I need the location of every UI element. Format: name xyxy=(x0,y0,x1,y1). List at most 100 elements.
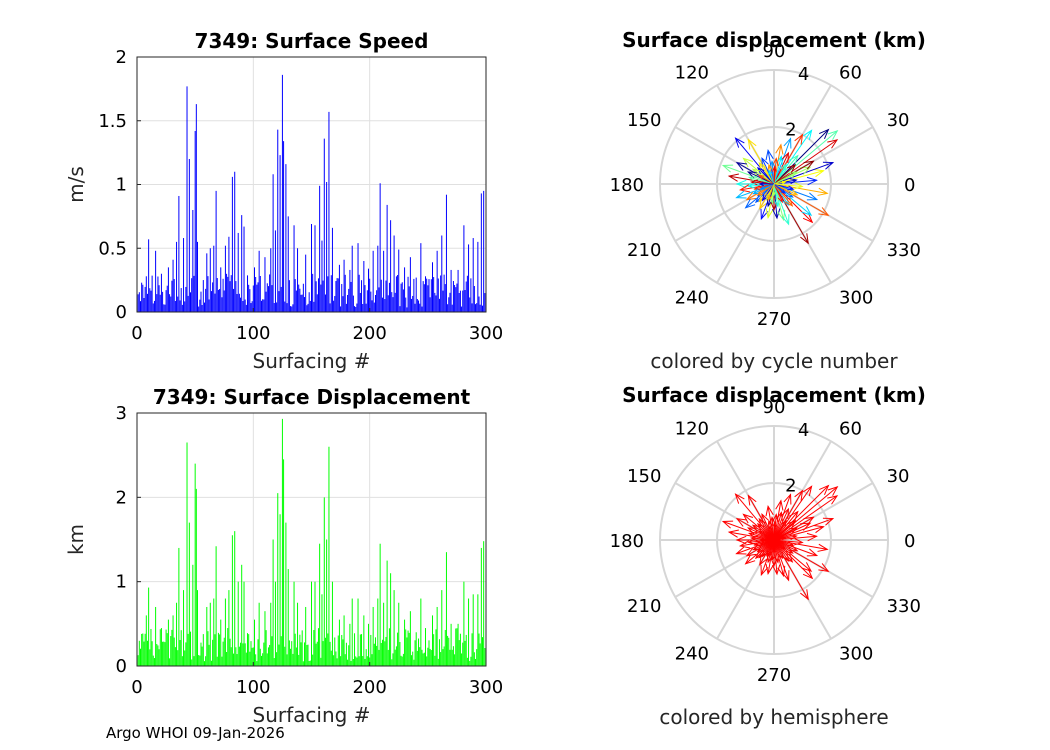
displacement-arrowhead xyxy=(752,544,761,551)
axes-box xyxy=(136,412,487,667)
displacement-arrowhead xyxy=(784,553,794,563)
displacement-arrow xyxy=(745,183,775,209)
displacement-arrowhead xyxy=(751,168,761,176)
displacement-arrowhead xyxy=(787,185,795,191)
displacement-arrowhead xyxy=(759,185,765,190)
angle-label: 300 xyxy=(839,644,873,665)
displacement-arrow xyxy=(773,183,783,203)
displacement-arrow xyxy=(773,511,799,541)
displacement-arrowhead xyxy=(744,554,756,565)
polar-panel-1: 240306090120150180210240270300330Surface… xyxy=(610,28,926,373)
displacement-arrowhead xyxy=(802,568,814,580)
displacement-arrowhead xyxy=(759,541,765,546)
displacement-arrowhead xyxy=(759,556,767,566)
y-tick-label: 0 xyxy=(116,302,127,323)
radius-label: 2 xyxy=(785,119,796,140)
displacement-arrow xyxy=(745,539,775,565)
displacement-arrowhead xyxy=(747,538,756,545)
displacement-arrowhead xyxy=(806,548,819,557)
displacement-arrowhead xyxy=(758,517,766,527)
displacement-arrowhead xyxy=(775,499,784,511)
displacement-arrow xyxy=(735,493,775,541)
displacement-arrowhead xyxy=(800,589,809,601)
displacement-arrow xyxy=(773,166,776,185)
y-tick-label: 0 xyxy=(116,656,127,677)
displacement-arrowhead xyxy=(780,163,787,172)
displacement-arrowhead xyxy=(803,516,815,526)
displacement-arrow xyxy=(757,539,775,552)
displacement-arrowhead xyxy=(789,544,799,552)
displacement-arrowhead xyxy=(802,212,814,224)
angle-label: 60 xyxy=(839,62,862,83)
displacement-arrow xyxy=(773,155,799,185)
displacement-arrowhead xyxy=(765,148,774,161)
displacement-arrowhead xyxy=(758,174,765,180)
angle-label: 150 xyxy=(627,466,661,487)
displacement-arrow xyxy=(773,539,829,572)
displacement-arrowhead xyxy=(758,530,765,536)
displacement-arrowhead xyxy=(758,161,766,171)
displacement-arrow xyxy=(773,156,782,185)
displacement-arrow xyxy=(762,183,775,201)
displacement-arrow xyxy=(743,513,775,541)
displacement-arrowhead xyxy=(721,520,734,529)
displacement-arrow xyxy=(773,144,782,185)
angle-label: 0 xyxy=(904,531,915,552)
displacement-arrowhead xyxy=(775,511,783,522)
polar-title: Surface displacement (km) xyxy=(622,28,926,52)
displacement-arrow xyxy=(773,183,809,244)
displacement-arrowhead xyxy=(765,504,774,517)
displacement-arrow xyxy=(773,539,798,552)
displacement-arrowhead xyxy=(756,522,765,531)
displacement-arrowhead xyxy=(817,543,829,552)
footer-credit: Argo WHOI 09-Jan-2026 xyxy=(106,724,285,742)
displacement-arrow xyxy=(773,179,817,185)
displacement-arrowhead xyxy=(749,179,758,186)
displacement-arrowhead xyxy=(761,194,768,202)
displacement-arrowhead xyxy=(735,517,747,527)
displacement-arrow xyxy=(757,183,775,196)
angle-label: 120 xyxy=(675,62,709,83)
displacement-arrowhead xyxy=(819,128,830,139)
displacement-arrow xyxy=(773,183,779,207)
displacement-arrowhead xyxy=(789,534,798,541)
radius-label: 4 xyxy=(798,420,809,441)
displacement-arrowhead xyxy=(727,529,739,538)
displacement-arrow xyxy=(767,183,775,201)
displacement-arrow xyxy=(773,539,818,557)
displacement-arrowhead xyxy=(745,547,757,557)
displacement-arrow xyxy=(773,162,834,185)
displacement-arrowhead xyxy=(787,541,795,547)
displacement-arrow xyxy=(762,539,775,557)
displacement-arrow xyxy=(773,518,834,541)
displacement-arrowhead xyxy=(768,525,773,531)
angle-label: 30 xyxy=(887,110,910,131)
displacement-arrowhead xyxy=(786,164,797,173)
y-axis-label: km xyxy=(64,524,88,555)
radius-label: 2 xyxy=(785,475,796,496)
displacement-arrow xyxy=(773,539,794,546)
displacement-arrowhead xyxy=(775,143,784,155)
displacement-arrow xyxy=(773,485,829,541)
angle-label: 180 xyxy=(610,175,644,196)
displacement-arrowhead xyxy=(794,538,804,546)
angle-label: 330 xyxy=(887,240,921,261)
displacement-arrow xyxy=(773,539,809,600)
y-axis-label: m/s xyxy=(64,166,88,203)
displacement-arrow xyxy=(773,183,786,194)
polar-title: Surface displacement (km) xyxy=(622,383,926,407)
angle-label: 30 xyxy=(887,466,910,487)
displacement-arrowhead xyxy=(827,130,839,140)
displacement-arrowhead xyxy=(769,159,776,168)
displacement-arrowhead xyxy=(766,199,773,208)
displacement-arrowhead xyxy=(803,160,815,170)
y-tick-label: 1 xyxy=(116,572,127,593)
displacement-arrow xyxy=(773,539,793,563)
y-tick-label: 3 xyxy=(116,403,127,424)
angle-label: 240 xyxy=(675,288,709,309)
displacement-arrowhead xyxy=(758,181,764,187)
displacement-arrow xyxy=(773,486,813,541)
displacement-arrowhead xyxy=(770,558,778,567)
x-tick-label: 300 xyxy=(469,677,503,698)
displacement-arrowhead xyxy=(785,547,794,554)
